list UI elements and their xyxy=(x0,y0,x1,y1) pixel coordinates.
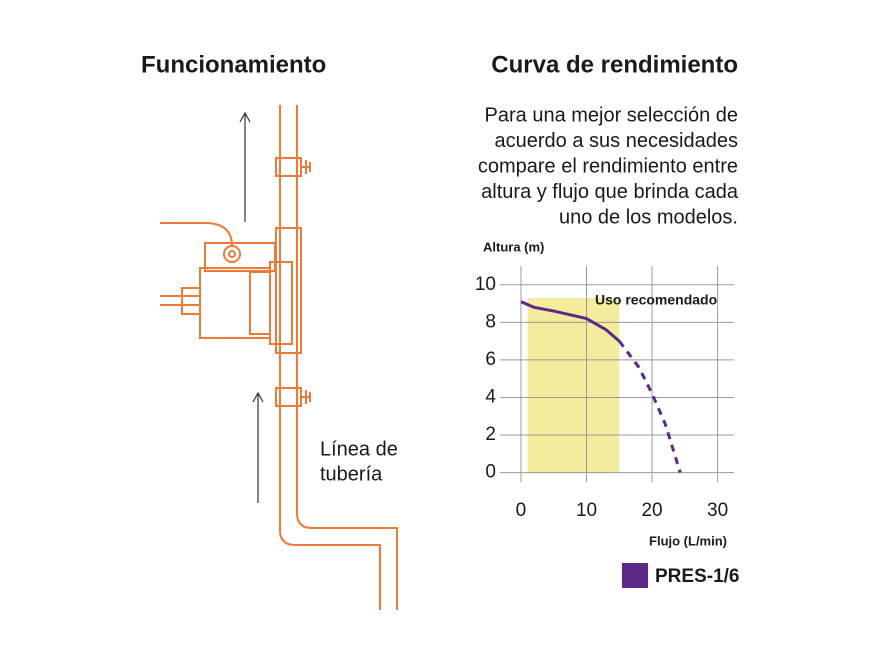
x-tick-label: 10 xyxy=(576,500,597,521)
description-line: uno de los modelos. xyxy=(559,206,738,228)
series-line xyxy=(520,300,621,343)
series-line xyxy=(618,340,682,474)
pump-diagram xyxy=(160,105,398,610)
chart-title: Curva de rendimiento xyxy=(491,51,738,78)
pipe-label: Línea de xyxy=(320,438,398,460)
description-line: acuerdo a sus necesidades xyxy=(495,130,739,152)
x-tick-label: 30 xyxy=(707,500,728,521)
y-tick-label: 4 xyxy=(485,386,496,407)
pipe-label: tubería xyxy=(320,463,383,485)
description-line: compare el rendimiento entre xyxy=(478,155,738,177)
annotation: Uso recomendado xyxy=(595,292,717,308)
description: Para una mejor selección de acuerdo a sus… xyxy=(478,104,739,228)
y-tick-label: 8 xyxy=(485,311,496,332)
y-tick-label: 2 xyxy=(485,424,496,445)
description-line: Para una mejor selección de xyxy=(485,104,738,126)
y-axis-label: Altura (m) xyxy=(483,239,544,254)
legend-label: PRES-1/6 xyxy=(655,566,739,587)
chart: 0 2 4 6 8 10 0 10 20 30 Uso recomendado Altura (m) F… xyxy=(475,239,739,588)
recommended-band xyxy=(527,297,620,473)
y-tick-label: 6 xyxy=(485,349,496,370)
x-tick-label: 0 xyxy=(516,500,527,521)
y-tick-label: 10 xyxy=(475,274,496,295)
description-line: altura y flujo que brinda cada xyxy=(481,181,739,203)
diagram-title: Funcionamiento xyxy=(141,51,326,78)
legend-swatch xyxy=(622,563,648,588)
y-tick-label: 0 xyxy=(485,462,496,483)
x-axis-label: Flujo (L/min) xyxy=(649,533,727,548)
x-tick-label: 20 xyxy=(641,500,662,521)
